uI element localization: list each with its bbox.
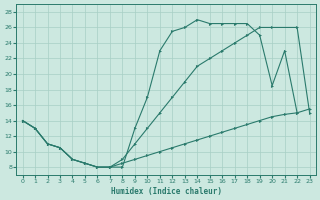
X-axis label: Humidex (Indice chaleur): Humidex (Indice chaleur) <box>111 187 221 196</box>
